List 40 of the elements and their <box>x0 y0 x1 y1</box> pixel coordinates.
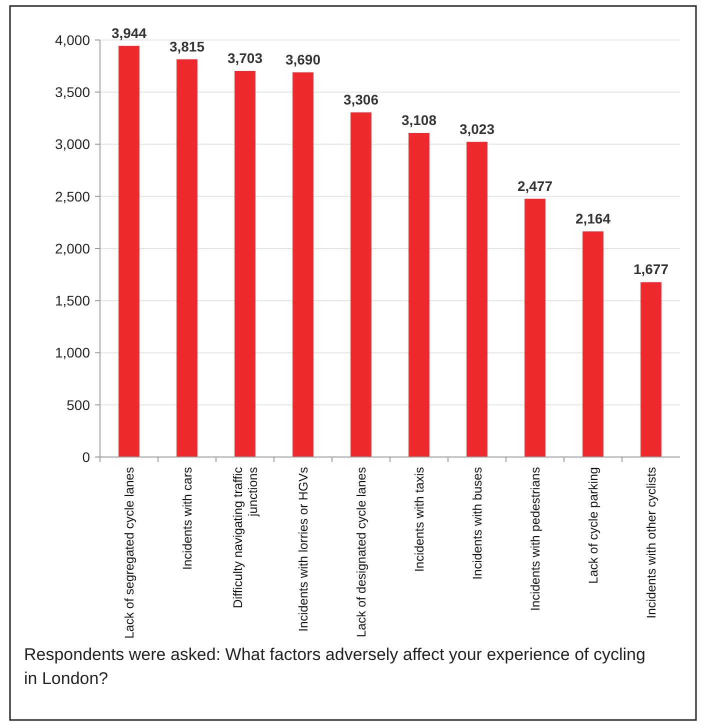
bar <box>640 282 662 457</box>
bar <box>466 142 488 457</box>
y-tick-label: 1,500 <box>54 292 90 309</box>
text: Respondents were asked: What factors adversely affect your experience of cycling in London? <box>24 645 646 688</box>
x-tick-label: Incidents with cars <box>180 467 194 570</box>
x-tick-label: Lack of designated cycle lanes <box>354 467 368 638</box>
y-tick-label: 1,000 <box>54 344 90 361</box>
data-label: 2,164 <box>575 210 611 226</box>
bar <box>176 59 198 457</box>
y-tick-label: 500 <box>66 396 90 413</box>
data-label: 3,815 <box>169 38 205 54</box>
data-label: 3,944 <box>111 24 147 41</box>
data-label: 3,306 <box>343 91 379 108</box>
x-tick-label: Incidents with buses <box>470 467 484 580</box>
bar <box>408 132 430 457</box>
data-label: 1,677 <box>633 261 669 278</box>
y-tick-label: 2,500 <box>54 188 90 204</box>
bar <box>524 198 546 457</box>
bar <box>234 70 256 457</box>
x-tick-label: Difficulty navigating traffic junctions <box>230 467 260 608</box>
x-tick-label: Lack of cycle parking <box>586 466 600 584</box>
data-label: 3,108 <box>401 112 437 128</box>
data-label: 3,690 <box>285 51 321 68</box>
x-tick-label: Incidents with pedestrians <box>528 467 542 611</box>
y-tick-label: 3,500 <box>54 84 90 100</box>
data-label: 3,023 <box>459 120 495 137</box>
x-tick-label: Lack of segregated cycle lanes <box>122 467 136 639</box>
x-tick-label: Incidents with taxis <box>412 467 426 572</box>
bar <box>582 231 604 457</box>
y-tick-label: 0 <box>82 448 90 465</box>
bar <box>118 46 140 457</box>
y-tick-label: 4,000 <box>54 32 90 48</box>
data-label: 3,703 <box>227 50 263 66</box>
y-tick-label: 2,000 <box>54 240 90 256</box>
y-tick-label: 3,000 <box>54 136 90 152</box>
data-label: 2,477 <box>517 178 553 194</box>
x-tick-label: Incidents with lorries or HGVs <box>296 467 310 632</box>
bar <box>350 112 372 457</box>
bar <box>292 72 314 457</box>
x-tick-label: Incidents with other cyclists <box>644 467 658 618</box>
